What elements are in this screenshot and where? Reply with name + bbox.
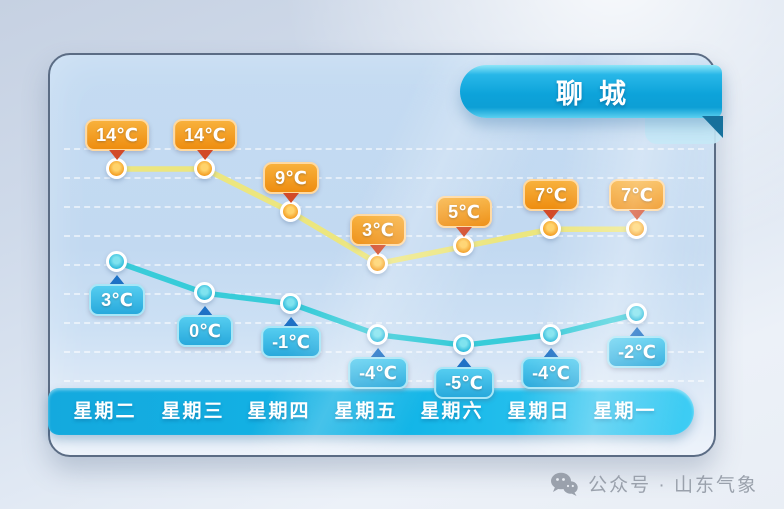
weekday-label: 星期五 [334,401,398,422]
low-temp-badge: -5℃ [434,358,494,400]
arrow-down-icon [456,227,472,238]
city-title: 聊城 [556,79,642,109]
low-temp-point [194,282,215,304]
gridline [64,322,704,324]
low-temp-point [280,292,301,314]
arrow-up-icon [370,347,386,358]
gridline [64,148,704,150]
gridline [64,206,704,208]
low-temp-point [367,323,388,345]
weekday-axis: 星期二 星期三 星期四 星期五 星期六 星期日 星期一 [48,388,694,435]
gridline [64,177,704,179]
city-ribbon: 聊城 [460,65,722,118]
low-temp-badge: -4℃ [348,347,408,389]
watermark-text: 公众号 · 山东气象 [588,475,758,496]
gridline [64,293,704,295]
arrow-down-icon [196,150,213,160]
high-temp-badge: 14℃ [173,119,237,160]
arrow-up-icon [283,316,299,327]
arrow-up-icon [543,347,559,358]
high-temp-label: 14℃ [85,119,149,151]
weekday-label: 星期四 [247,401,311,422]
weekday-label: 星期三 [161,401,225,422]
high-temp-label: 9℃ [263,162,319,194]
arrow-down-icon [543,210,559,221]
high-temp-badge: 7℃ [523,179,579,221]
arrow-up-icon [197,306,213,317]
low-temp-point [540,323,561,345]
high-temp-label: 7℃ [523,179,579,212]
high-temp-label: 3℃ [350,213,406,246]
high-temp-badge: 7℃ [609,179,665,221]
wechat-icon [550,472,578,496]
arrow-up-icon [109,275,125,285]
low-temp-label: -4℃ [521,356,581,389]
high-temp-badge: 14℃ [85,119,149,160]
weekday-label: 星期二 [73,401,137,422]
low-temp-badge: -2℃ [607,327,667,368]
arrow-down-icon [283,193,299,203]
low-temp-point [453,334,474,356]
high-temp-point [106,158,127,179]
arrow-down-icon [629,210,645,221]
weekday-label: 星期一 [593,401,657,422]
arrow-up-icon [456,358,472,369]
watermark: 公众号 · 山东气象 [550,470,758,497]
low-temp-point [106,251,127,272]
arrow-up-icon [629,327,645,337]
low-temp-badge: -1℃ [261,316,321,358]
low-temp-badge: -4℃ [521,347,581,389]
high-temp-badge: 3℃ [350,213,406,255]
low-temp-label: 3℃ [89,284,145,316]
high-temp-label: 7℃ [609,179,665,212]
low-temp-point [626,303,647,324]
weekday-label: 星期六 [420,401,484,422]
low-temp-label: -2℃ [607,336,667,368]
high-temp-badge: 9℃ [263,162,319,203]
high-temp-point [194,158,215,179]
weekday-label: 星期日 [507,401,571,422]
arrow-down-icon [108,150,125,160]
low-temp-label: -5℃ [434,367,494,400]
high-temp-label: 14℃ [173,119,237,151]
high-temp-point [367,252,388,274]
low-temp-badge: 0℃ [177,306,233,348]
high-temp-badge: 5℃ [436,196,492,238]
high-temp-point [280,201,301,222]
high-temp-label: 5℃ [436,196,492,229]
low-temp-label: -4℃ [348,356,408,389]
low-temp-label: 0℃ [177,315,233,348]
low-temp-label: -1℃ [261,325,321,358]
low-temp-badge: 3℃ [89,275,145,316]
arrow-down-icon [370,244,386,255]
